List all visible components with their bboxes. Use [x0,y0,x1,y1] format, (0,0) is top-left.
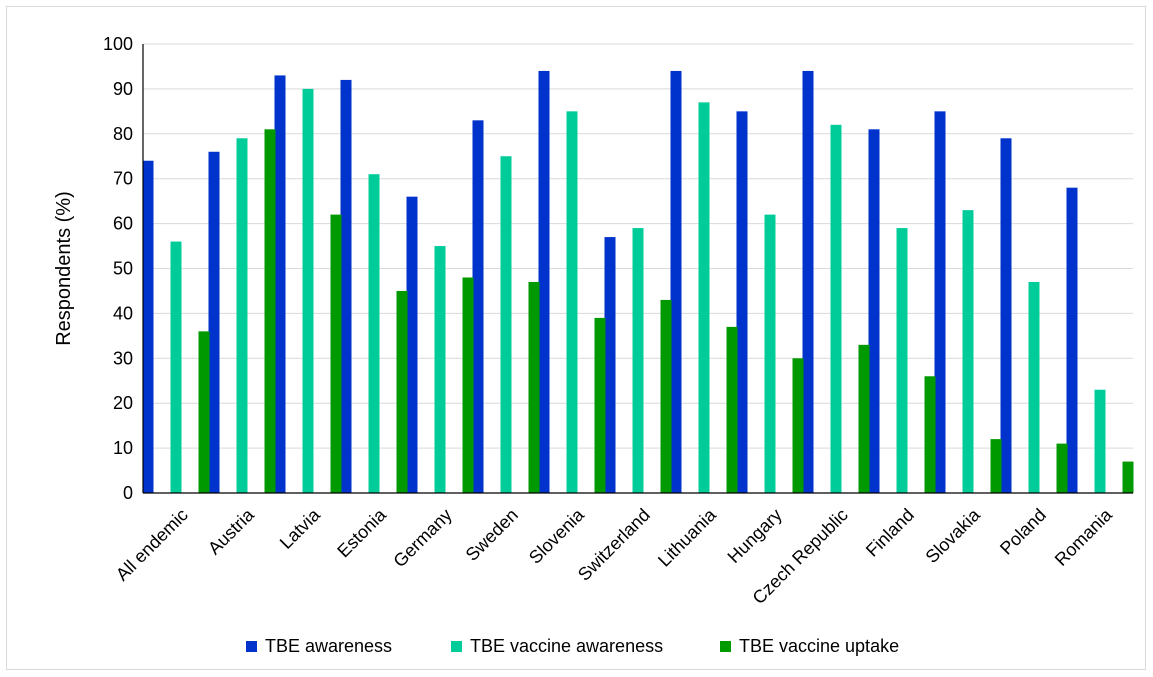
bar-tbe-vaccine-awareness [830,124,842,493]
bar-tbe-vaccine-awareness [236,138,248,494]
x-tick-label: Switzerland [574,505,654,585]
bar-tbe-vaccine-awareness [698,102,710,494]
x-tick-label: Lithuania [654,504,721,571]
bar-tbe-vaccine-awareness [896,228,908,493]
bar-tbe-vaccine-uptake [528,281,540,493]
bar-tbe-vaccine-uptake [990,439,1002,493]
bar-tbe-awareness [934,111,946,493]
bar-tbe-vaccine-awareness [1094,389,1106,493]
legend-label: TBE vaccine uptake [739,636,899,656]
bar-tbe-awareness [868,129,880,493]
bar-tbe-awareness [340,79,352,494]
bar-tbe-vaccine-uptake [660,299,672,493]
bar-tbe-vaccine-uptake [264,129,276,493]
bar-tbe-awareness [274,75,286,494]
bar-tbe-vaccine-awareness [170,241,182,493]
y-tick-label: 20 [113,393,133,413]
bar-tbe-vaccine-uptake [594,317,606,493]
x-tick-labels: All endemic Austria Latvia Estonia Germany Sw… [112,504,1117,608]
bar-tbe-vaccine-awareness [764,214,776,493]
y-axis-title: Respondents (%) [53,191,75,346]
bar-tbe-vaccine-awareness [566,111,578,493]
bar-tbe-vaccine-uptake [1122,461,1134,493]
bar-tbe-awareness [472,120,484,493]
y-tick-label: 0 [123,483,133,503]
x-tick-label: Latvia [276,504,325,553]
bar-tbe-vaccine-uptake [462,277,474,493]
bar-tbe-vaccine-uptake [198,331,210,493]
bar-tbe-vaccine-uptake [726,326,738,493]
bar-tbe-vaccine-awareness [434,246,446,493]
bar-tbe-vaccine-awareness [368,174,380,493]
x-tick-label: Romania [1051,504,1117,570]
bar-tbe-awareness [802,70,814,493]
legend-label: TBE awareness [265,636,392,656]
x-tick-label: Sweden [462,505,522,565]
x-tick-label: All endemic [112,505,192,585]
bar-tbe-vaccine-awareness [962,210,974,493]
bar-tbe-vaccine-awareness [302,88,314,494]
bar-tbe-vaccine-uptake [792,358,804,493]
y-tick-label: 30 [113,348,133,368]
y-tick-label: 60 [113,214,133,234]
bar-tbe-awareness [208,151,220,493]
bar-tbe-awareness [538,70,550,493]
y-tick-label: 80 [113,124,133,144]
legend-swatch [720,641,731,652]
legend-swatch [451,641,462,652]
y-tick-label: 10 [113,438,133,458]
bar-tbe-vaccine-uptake [924,376,936,493]
x-tick-label: Germany [389,505,455,571]
axes [142,44,1133,494]
bar-tbe-awareness [1000,138,1012,494]
bar-tbe-awareness [670,70,682,493]
bar-tbe-vaccine-uptake [396,290,408,493]
y-tick-label: 40 [113,303,133,323]
legend-swatch [246,641,257,652]
x-tick-label: Slovenia [525,504,589,568]
bars [142,70,1134,494]
bar-tbe-awareness [142,160,154,494]
x-tick-label: Slovakia [922,504,985,567]
bar-tbe-awareness [736,111,748,493]
y-tick-label: 90 [113,79,133,99]
y-tick-label: 100 [103,34,133,54]
y-tick-label: 70 [113,169,133,189]
legend: TBE awareness TBE vaccine awareness TBE va… [246,636,899,656]
bar-tbe-awareness [1066,187,1078,493]
x-tick-label: Poland [996,505,1050,559]
bar-tbe-vaccine-uptake [1056,443,1068,493]
x-tick-label: Hungary [724,505,786,567]
y-tick-label: 50 [113,259,133,279]
x-tick-label: Austria [204,504,258,558]
bar-tbe-vaccine-awareness [632,228,644,493]
bar-tbe-vaccine-awareness [1028,281,1040,493]
legend-label: TBE vaccine awareness [470,636,663,656]
y-tick-labels: 0 10 20 30 40 50 60 70 80 90 100 [103,34,133,503]
bar-tbe-vaccine-uptake [858,344,870,493]
bar-tbe-vaccine-uptake [330,214,342,493]
bar-tbe-vaccine-awareness [500,156,512,493]
bar-tbe-awareness [406,196,418,493]
x-tick-label: Estonia [333,504,390,561]
bar-tbe-awareness [604,237,616,493]
x-tick-label: Finland [862,505,918,561]
